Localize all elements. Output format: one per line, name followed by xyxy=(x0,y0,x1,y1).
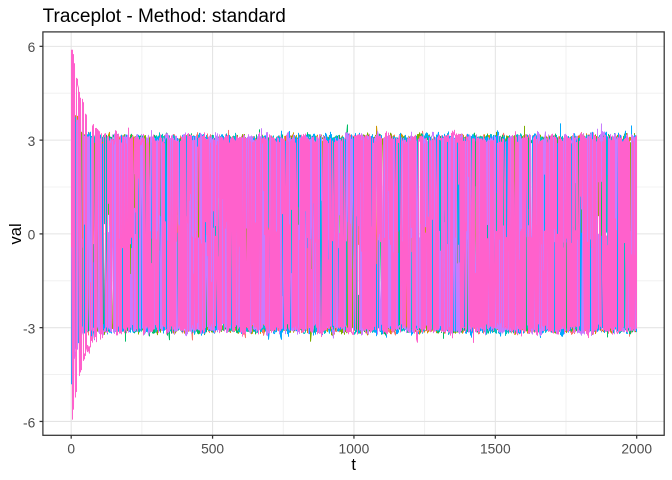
svg-text:val: val xyxy=(7,223,25,244)
svg-text:6: 6 xyxy=(28,40,36,55)
svg-text:Traceplot - Method: standard: Traceplot - Method: standard xyxy=(43,6,286,27)
svg-text:500: 500 xyxy=(201,442,224,457)
svg-text:0: 0 xyxy=(28,228,36,243)
svg-text:1500: 1500 xyxy=(480,442,511,457)
svg-text:0: 0 xyxy=(67,442,75,457)
svg-text:1000: 1000 xyxy=(339,442,370,457)
svg-text:3: 3 xyxy=(28,134,36,149)
svg-text:t: t xyxy=(351,456,356,474)
svg-text:-3: -3 xyxy=(23,322,36,337)
svg-text:-6: -6 xyxy=(23,415,36,430)
svg-text:2000: 2000 xyxy=(621,442,652,457)
